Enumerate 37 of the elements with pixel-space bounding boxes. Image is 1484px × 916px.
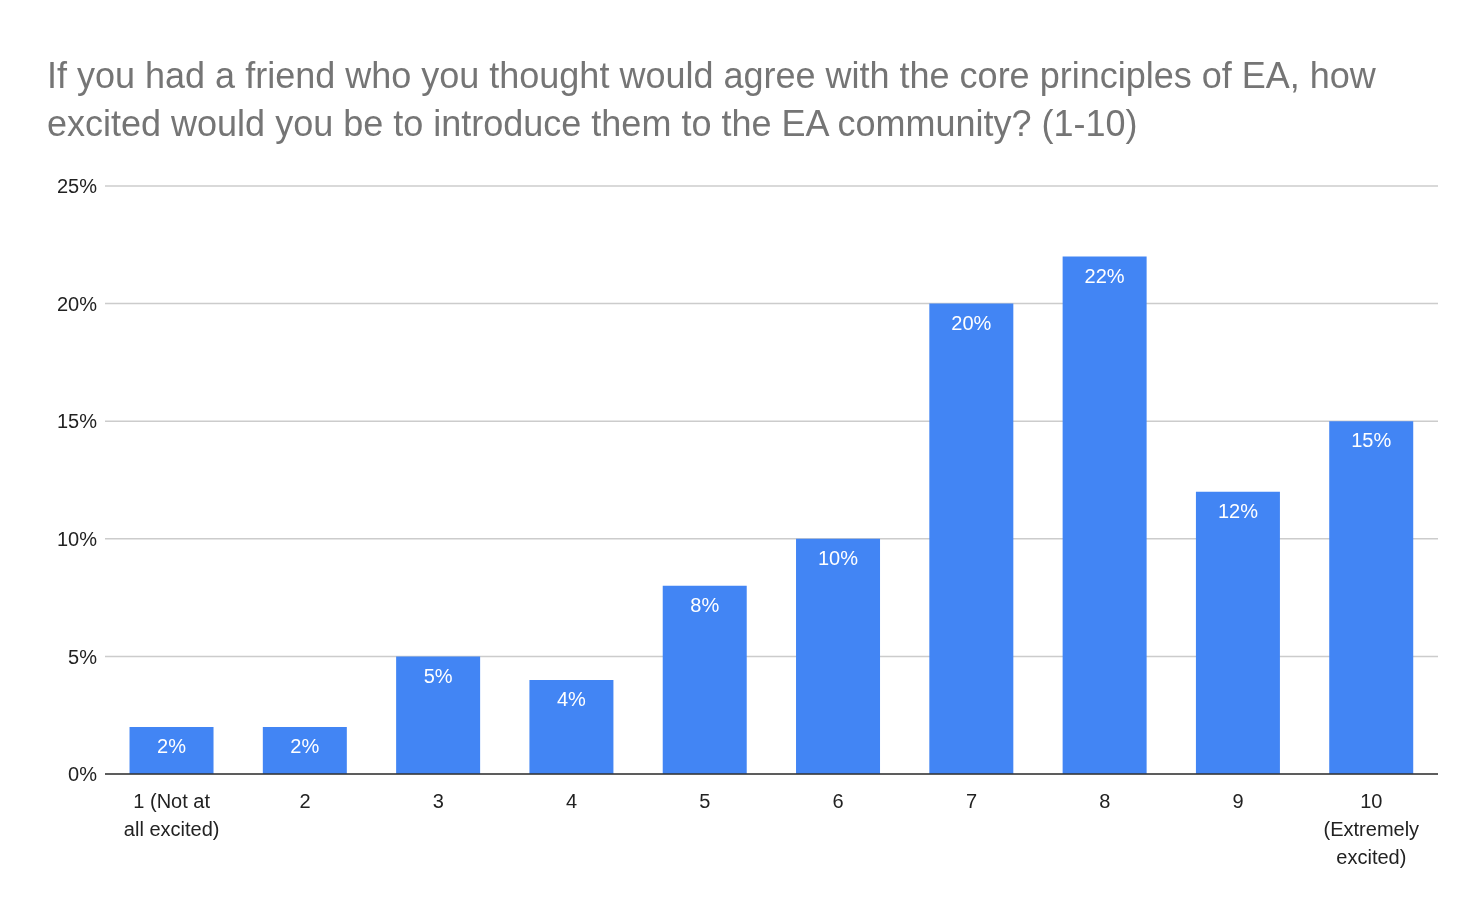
data-label: 2% [290,735,320,758]
chart-title: If you had a friend who you thought would agree with the core principles of EA, how excited would you be to introduce them to the EA community? (1-10) [47,54,1377,146]
bar [662,585,747,774]
y-tick-label: 20% [56,292,98,315]
bar [1329,421,1414,774]
y-tick-label: 15% [56,410,98,433]
data-label: 20% [951,311,992,334]
bar [1062,256,1147,774]
x-tick-label: 7 [965,790,978,812]
y-tick-label: 0% [68,763,98,786]
bar [929,303,1014,774]
x-tick-label: 3 [432,790,444,812]
x-tick-label: 10 (Extremely excited) [1323,790,1420,868]
x-tick-label: 1 (Not at all excited) [123,790,220,840]
data-label: 8% [690,594,720,617]
bar [529,679,614,774]
data-label: 4% [556,688,587,711]
data-label: 2% [157,735,187,758]
x-tick-label: 5 [699,790,711,812]
x-tick-label: 6 [832,790,844,812]
bar [262,726,347,774]
x-tick-label: 8 [1099,790,1111,812]
bar [1195,491,1280,774]
bar [796,538,881,774]
data-label: 12% [1217,499,1259,522]
bar [396,656,481,774]
x-tick-label: 9 [1232,790,1244,812]
y-tick-label: 5% [68,645,98,668]
x-tick-label: 4 [565,790,578,812]
data-label: 5% [423,664,453,687]
x-tick-label: 2 [299,790,311,812]
data-label: 10% [818,547,859,569]
y-tick-label: 25% [56,175,98,198]
data-label: 15% [1351,429,1392,452]
data-label: 22% [1084,264,1125,287]
bar [129,726,214,774]
y-tick-label: 10% [56,527,98,550]
